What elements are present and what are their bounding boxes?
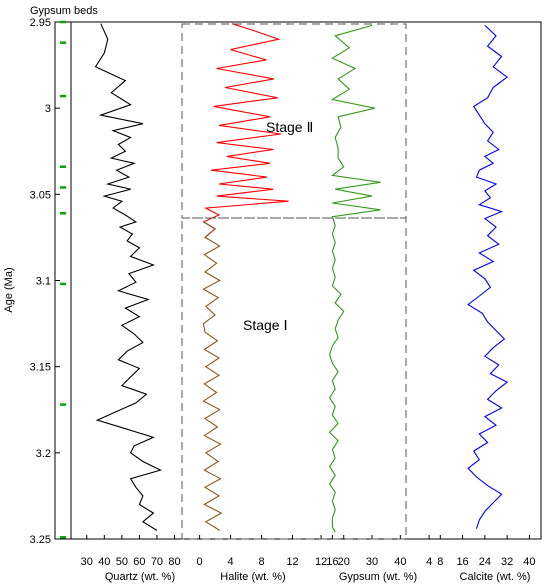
stage-ii-box [181,23,407,219]
x-tick-label: 70 [151,556,163,568]
y-axis: 2.95 3 3.05 3.1 3.15 3.2 3.25 [30,17,60,546]
stage-i-label: Stage Ⅰ [243,317,288,333]
x-tick-label: 8 [437,556,443,568]
x-tick-label: 32 [501,556,513,568]
x-tick-label: 24 [479,556,491,568]
x-tick-label: 40 [98,556,110,568]
panel-4: 4 8 16 24 32 40 [426,24,536,568]
stage-i-box [181,217,407,540]
gypsum-axis-label: Gypsum (wt. %) [339,571,417,583]
panel-1: 30 40 50 60 70 80 [81,23,181,568]
x-tick-label: 60 [133,556,145,568]
panel-3: 12 16 20 30 40 [315,24,406,568]
x-tick-label: 0 [197,556,203,568]
series-line [467,24,509,529]
x-tick-label: 30 [366,556,378,568]
halite-series-lower [202,221,223,531]
y-tick-label: 3.15 [30,362,51,374]
y-tick-label: 3.05 [30,189,51,201]
y-tick-label: 2.95 [30,17,51,29]
calcite-axis-label: Calcite (wt. %) [460,571,531,583]
x-tick-label: 40 [394,556,406,568]
panel-2: 0 4 8 12 [197,23,299,568]
x-tick-label: 40 [523,556,535,568]
x-tick-label: 4 [228,556,234,568]
x-tick-label: 12 [315,556,327,568]
halite-series-upper [202,23,289,238]
panels: 30 40 50 60 70 80 0 4 8 12 12 16 20 30 40 4 8 16 24 32 40 [81,23,536,568]
x-tick-label: 16 [326,556,338,568]
quartz-axis-label: Quartz (wt. %) [105,571,175,583]
x-tick-label: 20 [338,556,350,568]
x-tick-label: 50 [116,556,128,568]
gypsum-beds-title: Gypsum beds [30,5,98,17]
x-tick-label: 4 [426,556,432,568]
y-tick-label: 3 [45,103,51,115]
x-tick-label: 80 [168,556,180,568]
x-tick-label: 8 [258,556,264,568]
series-line [328,24,381,533]
series-line [94,23,163,531]
stage-ii-label: Stage Ⅱ [266,119,313,135]
plot-frame [54,21,542,540]
gypsum-bed-markers [60,20,66,539]
halite-axis-label: Halite (wt. %) [220,571,285,583]
x-tick-label: 16 [456,556,468,568]
y-tick-label: 3.2 [36,448,51,460]
y-tick-label: 3.25 [30,534,51,546]
y-tick-label: 3.1 [36,276,51,288]
x-tick-label: 30 [81,556,93,568]
x-tick-label: 12 [286,556,298,568]
y-axis-label: Age (Ma) [3,267,15,312]
